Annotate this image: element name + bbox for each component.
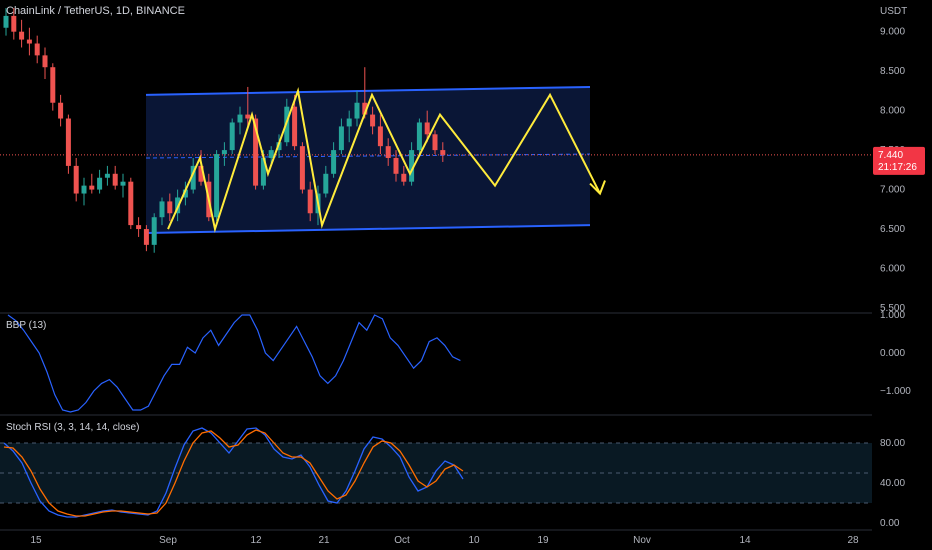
stoch-tick-label: 80.00 <box>880 438 905 449</box>
candle-body <box>11 15 17 32</box>
time-tick-label: 19 <box>537 535 549 546</box>
candle-body <box>331 150 337 174</box>
price-tick-label: 8.000 <box>880 106 905 117</box>
candle-body <box>128 181 134 226</box>
time-tick-label: Nov <box>633 535 651 546</box>
candle-body <box>362 102 368 115</box>
candle-body <box>221 150 227 155</box>
bar-countdown: 21:17:26 <box>878 162 917 173</box>
candle-body <box>58 102 64 119</box>
candle-body <box>245 114 251 119</box>
channel-top-line <box>145 85 591 96</box>
bbp-tick-label: 1.000 <box>880 310 905 321</box>
candle-body <box>50 67 56 103</box>
time-tick-label: 10 <box>468 535 480 546</box>
chart-title: ChainLink / TetherUS, 1D, BINANCE <box>6 5 185 17</box>
time-tick-label: 12 <box>250 535 262 546</box>
bbp-line <box>7 314 461 413</box>
candle-body <box>401 173 407 182</box>
candle-body <box>190 165 196 190</box>
candle-body <box>393 158 399 174</box>
candle-body <box>260 158 266 186</box>
candle-body <box>81 185 87 194</box>
bbp-tick-label: 0.000 <box>880 348 905 359</box>
candle-body <box>167 201 173 214</box>
last-price-tag <box>873 146 925 175</box>
candle-body <box>143 229 149 245</box>
candle-body <box>89 185 95 190</box>
candle-body <box>73 165 79 194</box>
price-tick-label: 8.500 <box>880 66 905 77</box>
candle-body <box>338 126 344 151</box>
candle-body <box>151 217 157 245</box>
candle-body <box>97 177 103 190</box>
candle-body <box>229 122 235 151</box>
candle-body <box>182 189 188 198</box>
candle-body <box>377 126 383 147</box>
candle-body <box>432 134 438 151</box>
time-tick-label: 14 <box>739 535 751 546</box>
bbp-tick-label: −1.000 <box>880 386 911 397</box>
candle-body <box>198 165 204 182</box>
candle-body <box>104 173 110 178</box>
candle-body <box>136 225 142 230</box>
price-tick-label: 6.500 <box>880 224 905 235</box>
candle-body <box>268 150 274 158</box>
stoch-tick-label: 0.00 <box>880 518 900 529</box>
candle-body <box>159 201 165 218</box>
candle-body <box>424 122 430 135</box>
candle-body <box>370 114 376 127</box>
currency-label: USDT <box>880 6 907 17</box>
bbp-indicator-label: BBP (13) <box>6 320 47 331</box>
stoch-rsi-indicator-label: Stoch RSI (3, 3, 14, 14, close) <box>6 422 140 433</box>
candle-body <box>385 146 391 158</box>
time-tick-label: 28 <box>847 535 859 546</box>
candle-body <box>42 55 48 68</box>
candle-body <box>409 150 415 182</box>
candle-body <box>34 43 40 56</box>
projection-arrow-head <box>589 180 606 196</box>
projection-zigzag <box>167 87 601 233</box>
stoch-tick-label: 40.00 <box>880 478 905 489</box>
candle-body <box>120 181 126 186</box>
candle-body <box>354 102 360 119</box>
channel-fill <box>146 86 590 234</box>
time-tick-label: 15 <box>30 535 42 546</box>
last-price-value: 7.440 <box>878 150 903 161</box>
candle-body <box>253 118 259 186</box>
price-tick-label: 9.000 <box>880 27 905 38</box>
stoch-d-line <box>3 429 464 517</box>
candle-body <box>112 173 118 186</box>
candle-body <box>65 118 71 166</box>
candle-body <box>26 39 32 44</box>
candle-body <box>307 189 313 214</box>
candle-body <box>19 31 25 40</box>
price-tick-label: 6.000 <box>880 264 905 275</box>
candle-body <box>292 106 298 147</box>
price-tick-label: 5.500 <box>880 303 905 314</box>
candle-body <box>346 118 352 127</box>
candle-body <box>299 146 305 190</box>
price-tick-label: 7.000 <box>880 185 905 196</box>
candle-body <box>214 154 220 218</box>
candle-body <box>237 114 243 123</box>
time-tick-label: 21 <box>318 535 330 546</box>
channel-bottom-line <box>145 224 591 234</box>
candle-body <box>416 122 422 151</box>
candle-body <box>323 173 329 194</box>
candle-body <box>3 15 9 28</box>
time-tick-label: Sep <box>159 535 177 546</box>
time-tick-label: Oct <box>394 535 410 546</box>
candle-body <box>440 150 446 155</box>
